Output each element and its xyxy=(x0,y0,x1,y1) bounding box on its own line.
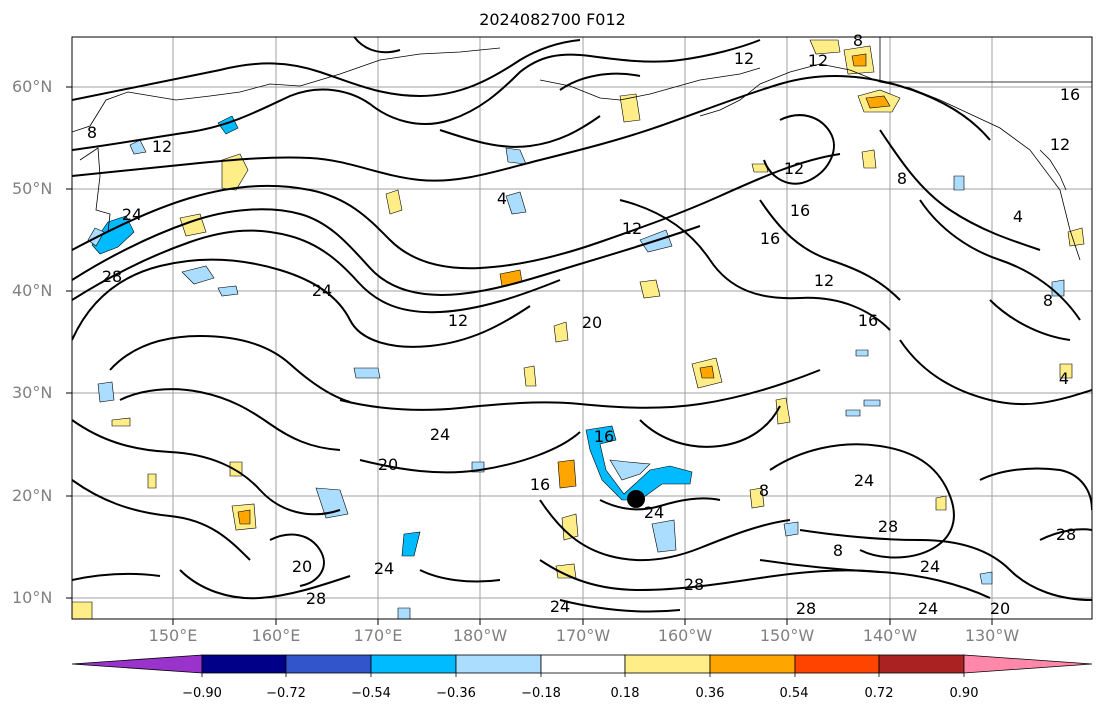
contour-label: 24 xyxy=(430,425,450,444)
colorbar-tick-label: 0.72 xyxy=(864,686,894,701)
colorbar-tick-label: −0.36 xyxy=(436,686,476,701)
lon-tick-label: 150°W xyxy=(759,626,815,645)
contour-label: 12 xyxy=(448,311,468,330)
contour-label: 8 xyxy=(1043,291,1053,310)
contour-label: 8 xyxy=(87,123,97,142)
gridlines xyxy=(72,37,1092,619)
colorbar-tick-label: 0.36 xyxy=(695,686,725,701)
lon-tick-label: 180°W xyxy=(452,626,508,645)
lat-tick-label: 30°N xyxy=(12,383,53,402)
contour-label: 28 xyxy=(796,599,816,618)
contour-label: 20 xyxy=(582,313,602,332)
plot-frame xyxy=(71,36,1093,620)
contour-label: 24 xyxy=(374,559,394,578)
lat-tick-label: 40°N xyxy=(12,281,53,300)
lon-tick-label: 170°E xyxy=(353,626,403,645)
contour-label: 28 xyxy=(1056,525,1076,544)
colorbar-segment xyxy=(878,654,965,674)
contour-label: 24 xyxy=(854,471,874,490)
lon-tick-label: 160°W xyxy=(657,626,713,645)
lon-tick-label: 150°E xyxy=(148,626,198,645)
colorbar-tick-label: 0.90 xyxy=(949,686,979,701)
contour-label: 28 xyxy=(684,575,704,594)
lon-tick-label: 170°W xyxy=(555,626,611,645)
colorbar-segment xyxy=(540,654,626,674)
contour-label: 8 xyxy=(853,31,863,50)
contour-label: 24 xyxy=(122,205,142,224)
cyclone-center xyxy=(627,490,645,508)
contour-label: 12 xyxy=(808,51,828,70)
tick-marks xyxy=(66,86,993,625)
contour-label: 12 xyxy=(622,219,642,238)
contour-label: 4 xyxy=(1059,369,1069,388)
contour-label: 12 xyxy=(734,49,754,68)
colorbar-tick-label: −0.90 xyxy=(182,686,222,701)
colorbar-segment xyxy=(624,654,711,674)
contour-lines xyxy=(72,37,1092,613)
contour-label: 16 xyxy=(594,427,614,446)
contour-label: 8 xyxy=(833,541,843,560)
colorbar-tick-label: −0.72 xyxy=(266,686,306,701)
contour-label: 24 xyxy=(644,503,664,522)
contour-label: 16 xyxy=(530,475,550,494)
lon-tick-label: 140°W xyxy=(862,626,918,645)
colorbar-tick-label: 0.18 xyxy=(610,686,640,701)
lat-tick-label: 10°N xyxy=(12,588,53,607)
contour-label: 12 xyxy=(814,271,834,290)
contour-label: 24 xyxy=(918,599,938,618)
contour-label: 16 xyxy=(760,229,780,248)
colorbar-segment xyxy=(455,654,542,674)
colorbar-segment xyxy=(709,654,796,674)
contour-label: 8 xyxy=(759,481,769,500)
lon-tick-label: 130°W xyxy=(964,626,1020,645)
colorbar-segment xyxy=(963,654,1093,674)
colorbar-tick-label: 0.54 xyxy=(779,686,809,701)
contour-label: 20 xyxy=(378,455,398,474)
colorbar-tick-label: −0.18 xyxy=(521,686,561,701)
contour-labels: 8 12 12 12 16 8 24 4 12 16 12 12 4 8 28 … xyxy=(87,31,1080,618)
colorbar-segment xyxy=(794,654,880,674)
map-title: 2024082700 F012 xyxy=(479,10,626,29)
contour-label: 12 xyxy=(1050,135,1070,154)
contour-label: 28 xyxy=(306,589,326,608)
colorbar-segment xyxy=(285,654,372,674)
contour-label: 4 xyxy=(1013,207,1023,226)
lat-tick-label: 60°N xyxy=(12,77,53,96)
contour-label: 12 xyxy=(152,137,172,156)
contour-label: 24 xyxy=(920,557,940,576)
contour-label: 24 xyxy=(312,281,332,300)
contour-label: 20 xyxy=(990,599,1010,618)
contour-label: 24 xyxy=(550,597,570,616)
contour-label: 4 xyxy=(497,189,507,208)
contour-label: 12 xyxy=(784,159,804,178)
colorbar-tick-label: −0.54 xyxy=(351,686,391,701)
lon-tick-label: 160°E xyxy=(251,626,301,645)
colorbar-segment xyxy=(201,654,287,674)
contour-label: 28 xyxy=(878,517,898,536)
contour-label: 16 xyxy=(790,201,810,220)
contour-label: 16 xyxy=(858,311,878,330)
contour-label: 28 xyxy=(102,267,122,286)
lat-tick-label: 50°N xyxy=(12,179,53,198)
contour-label: 8 xyxy=(897,169,907,188)
colorbar-segment xyxy=(370,654,457,674)
colorbar-segment xyxy=(71,654,203,674)
shaded-anomalies xyxy=(72,39,1085,619)
contour-label: 16 xyxy=(1060,85,1080,104)
lat-tick-label: 20°N xyxy=(12,486,53,505)
contour-label: 20 xyxy=(292,557,312,576)
